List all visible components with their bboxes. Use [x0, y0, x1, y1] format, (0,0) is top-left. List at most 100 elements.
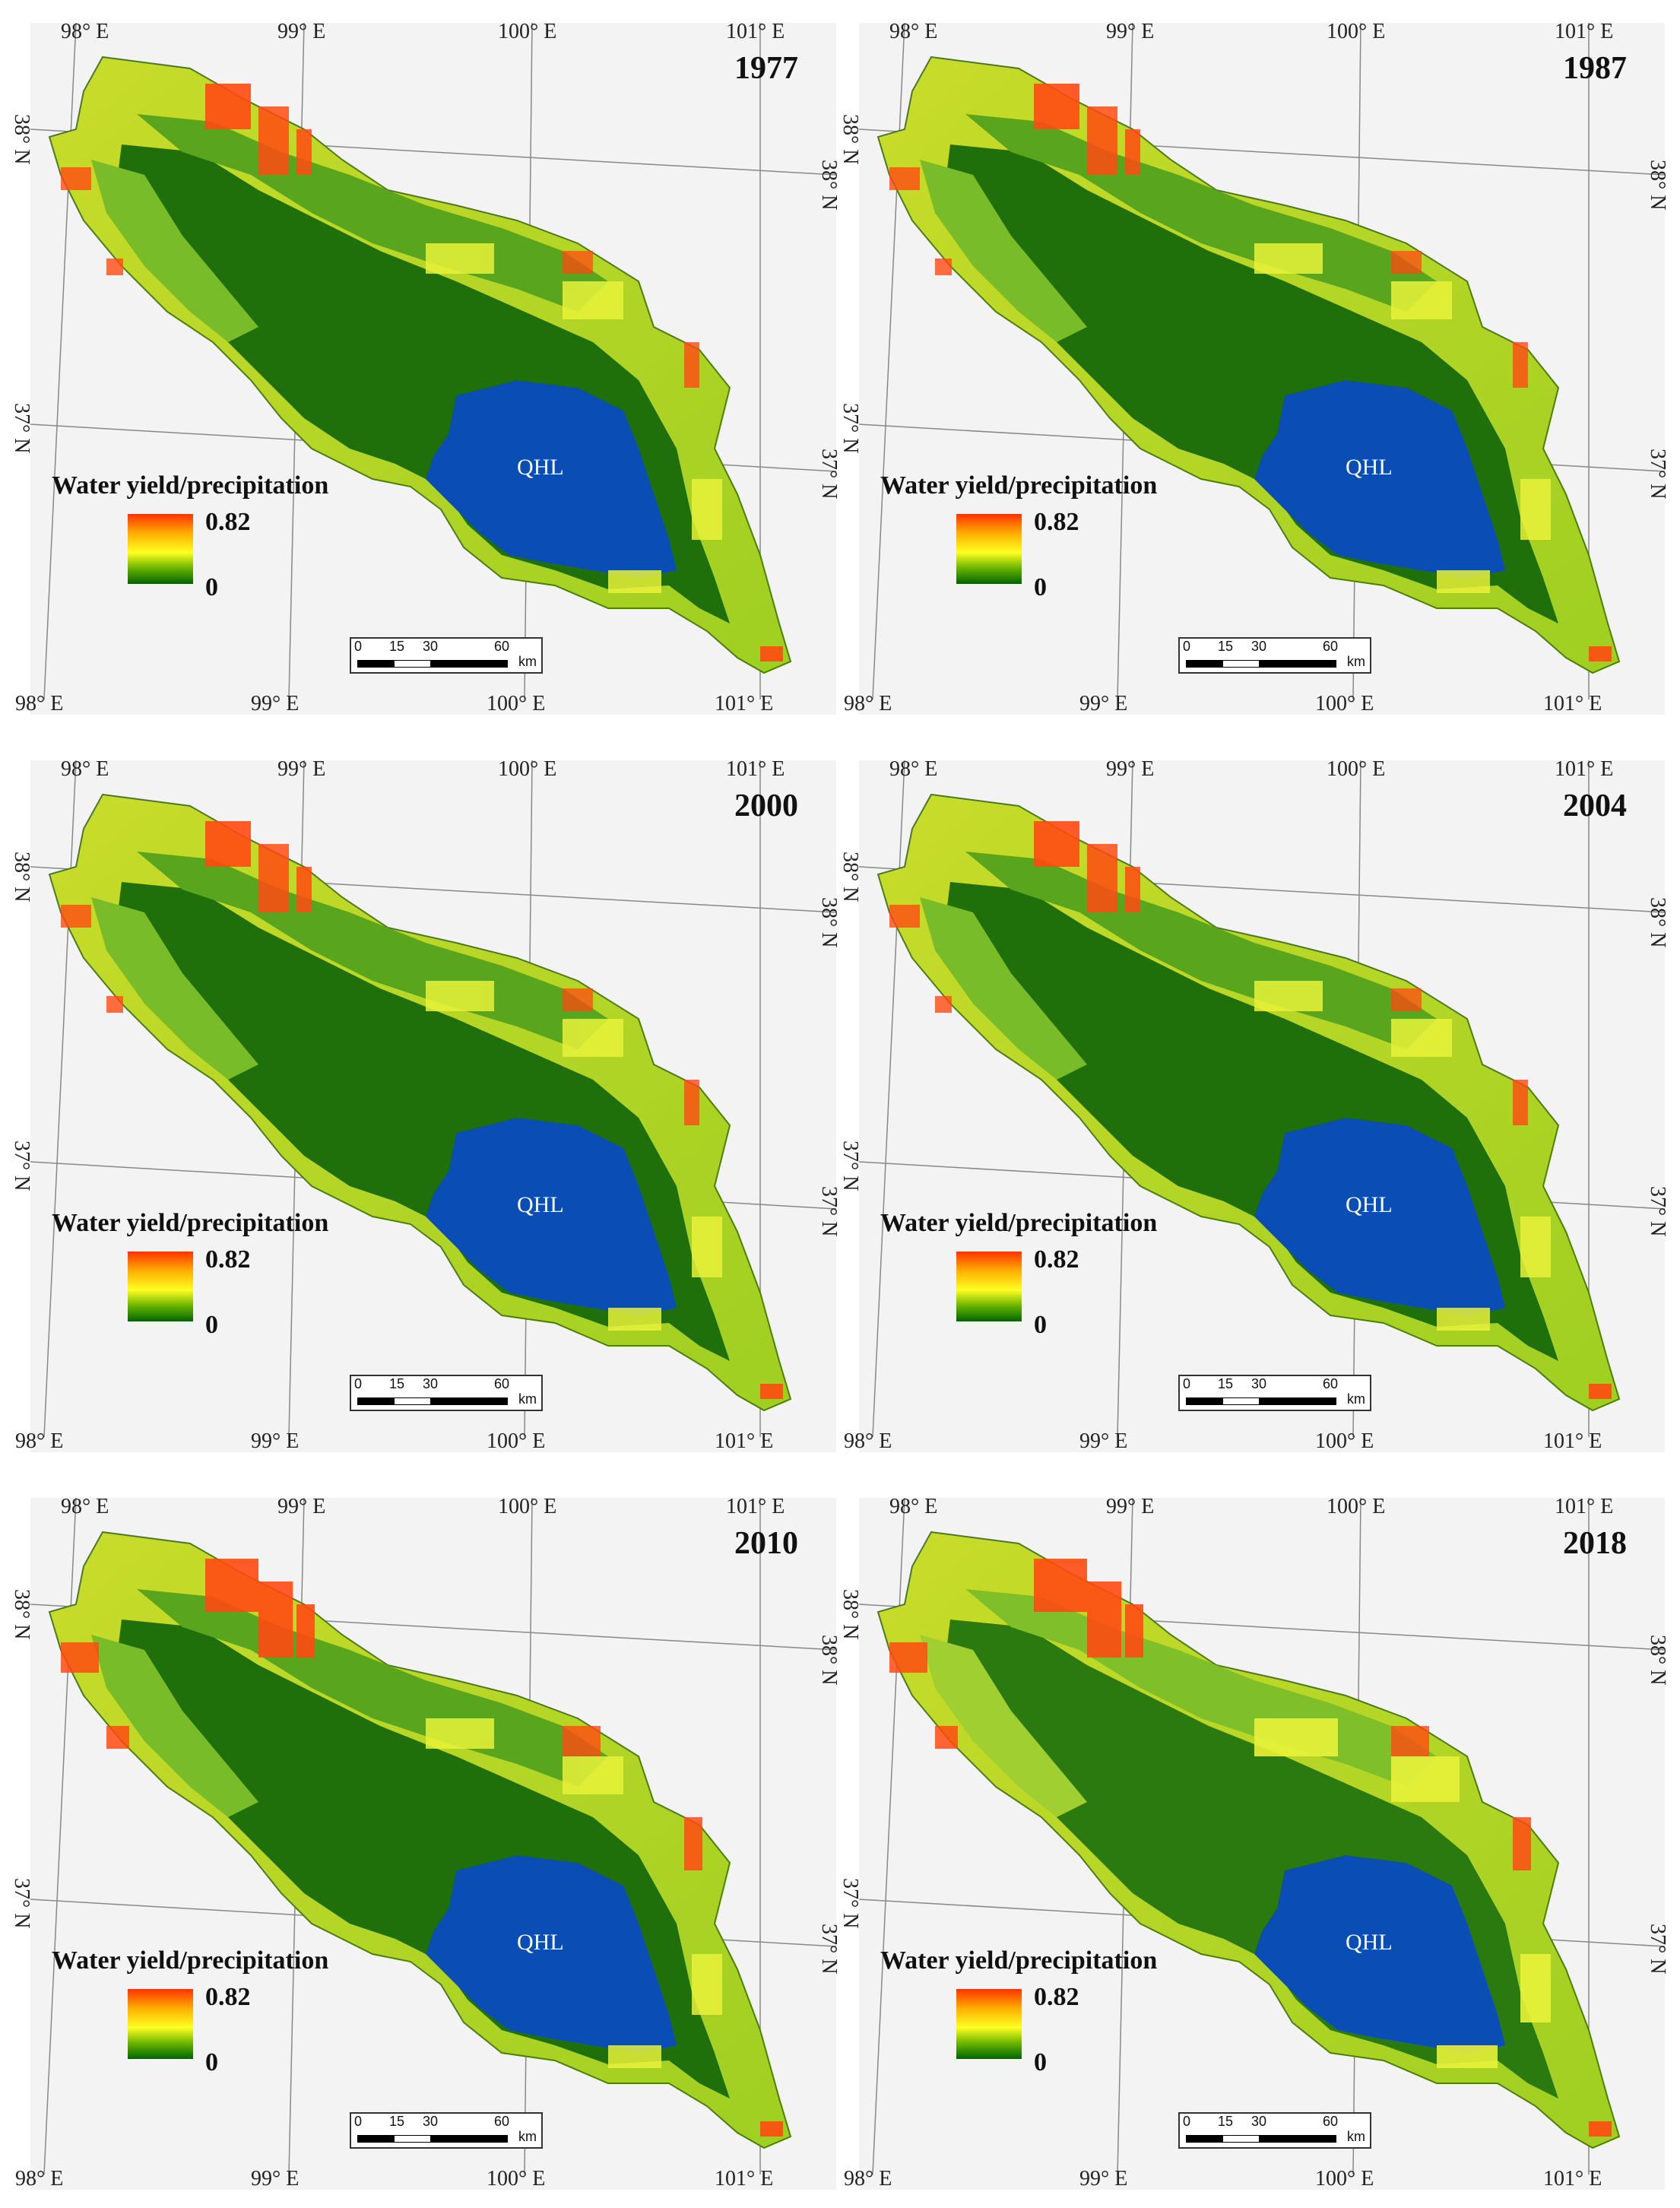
map-panel-1977: 98° E 99° E 100° E 101° E 98° E 99° E 10… — [10, 20, 841, 715]
scale-segment — [430, 2135, 508, 2143]
map-panel-2018: 98° E 99° E 100° E 101° E 98° E 99° E 10… — [838, 1495, 1669, 2191]
scale-label: 15 — [1218, 639, 1234, 654]
light-yellow-patches — [1254, 981, 1551, 1331]
scale-label: 0 — [1183, 639, 1191, 654]
legend-title: Water yield/precipitation — [52, 471, 329, 500]
scale-bar: 0 15 30 60 km — [350, 2112, 543, 2149]
scale-label: 60 — [494, 1376, 510, 1391]
lake-qinghai — [1254, 380, 1505, 578]
lon-label-top: 99° E — [1106, 757, 1155, 781]
lon-label-bottom: 98° E — [15, 692, 64, 715]
legend-max-label: 0.82 — [205, 1983, 251, 2011]
lon-label-bottom: 99° E — [1079, 1429, 1128, 1453]
lon-label-bottom: 101° E — [715, 692, 774, 715]
scale-bar: 0 15 30 60 km — [350, 637, 543, 674]
high-ratio-patches — [889, 84, 1612, 661]
light-yellow-patches — [1254, 243, 1551, 593]
legend-color-ramp — [956, 514, 1022, 584]
lat-label-right: 38° N — [1646, 1635, 1669, 1686]
scale-label: 60 — [494, 2114, 510, 2129]
scale-unit: km — [1347, 2129, 1365, 2144]
lat-label-left: 37° N — [838, 1140, 862, 1191]
legend-color-ramp — [956, 1989, 1022, 2059]
scale-segment — [1259, 1397, 1336, 1405]
year-label: 2010 — [734, 1526, 798, 1561]
scale-bar: 0 15 30 60 km — [1178, 2112, 1371, 2149]
lat-label-right: 37° N — [817, 1924, 841, 1975]
lat-label-left: 38° N — [838, 1589, 862, 1640]
lake-label: QHL — [517, 455, 564, 480]
lon-label-bottom: 99° E — [251, 692, 300, 715]
lon-label-top: 100° E — [1327, 757, 1386, 781]
lon-label-bottom: 99° E — [1079, 2167, 1128, 2191]
mid-green-zone-2 — [920, 897, 1087, 1080]
year-label: 2004 — [1563, 788, 1627, 823]
lon-label-bottom: 101° E — [1543, 1429, 1602, 1453]
scale-unit: km — [1347, 654, 1365, 669]
scale-label: 30 — [423, 1376, 439, 1391]
light-yellow-patches — [426, 981, 722, 1331]
lon-label-bottom: 101° E — [715, 2167, 774, 2191]
scale-label: 30 — [1251, 1376, 1267, 1391]
lake-qinghai — [426, 1118, 677, 1315]
scale-segment — [1222, 660, 1260, 668]
legend-max-label: 0.82 — [1034, 508, 1079, 536]
lon-label-top: 101° E — [1555, 20, 1614, 43]
lat-label-left: 37° N — [10, 403, 33, 454]
legend-title: Water yield/precipitation — [52, 1209, 329, 1237]
map-panel-1987: 98° E 99° E 100° E 101° E 98° E 99° E 10… — [838, 20, 1669, 715]
scale-label: 60 — [1323, 1376, 1339, 1391]
legend-title: Water yield/precipitation — [880, 471, 1158, 500]
scale-label: 60 — [1323, 639, 1339, 654]
lon-label-top: 100° E — [1327, 1495, 1386, 1518]
lon-label-bottom: 101° E — [715, 1429, 774, 1453]
mid-green-zone-2 — [920, 1635, 1087, 1817]
high-ratio-patches — [889, 821, 1612, 1399]
lat-label-left: 38° N — [10, 852, 33, 903]
scale-unit: km — [518, 2129, 537, 2144]
lat-label-right: 38° N — [817, 1635, 841, 1686]
map-canvas — [859, 1498, 1665, 2190]
scale-label: 60 — [494, 639, 510, 654]
lon-label-top: 99° E — [277, 20, 326, 43]
lon-label-bottom: 98° E — [15, 1429, 64, 1453]
legend-title: Water yield/precipitation — [880, 1209, 1158, 1237]
scale-segment — [430, 1397, 508, 1405]
lon-label-bottom: 98° E — [844, 2167, 892, 2191]
lon-label-bottom: 99° E — [1079, 692, 1128, 715]
lake-qinghai — [426, 380, 677, 578]
lat-label-left: 37° N — [10, 1140, 33, 1191]
lon-label-bottom: 99° E — [251, 1429, 300, 1453]
scale-segment — [357, 1397, 395, 1405]
lake-qinghai — [1254, 1855, 1505, 2053]
scale-bar: 0 15 30 60 km — [1178, 1375, 1371, 1411]
lat-label-left: 37° N — [838, 403, 862, 454]
lake-qinghai — [426, 1855, 677, 2053]
scale-label: 60 — [1323, 2114, 1339, 2129]
lat-label-right: 38° N — [1646, 160, 1669, 211]
lat-label-left: 38° N — [10, 114, 33, 165]
scale-bar: 0 15 30 60 km — [350, 1375, 543, 1411]
lake-qinghai — [1254, 1118, 1505, 1315]
map-canvas — [859, 23, 1665, 715]
lon-label-bottom: 98° E — [844, 692, 892, 715]
lon-label-top: 99° E — [1106, 20, 1155, 43]
scale-unit: km — [1347, 1391, 1365, 1407]
lon-label-top: 100° E — [498, 1495, 557, 1518]
scale-label: 0 — [354, 1376, 363, 1391]
lon-label-top: 101° E — [1555, 757, 1614, 781]
map-canvas — [30, 1498, 836, 2190]
scale-segment — [357, 660, 395, 668]
legend-title: Water yield/precipitation — [52, 1946, 329, 1975]
map-canvas — [30, 23, 836, 715]
lon-label-bottom: 100° E — [1315, 692, 1374, 715]
lon-label-top: 98° E — [889, 1495, 938, 1518]
scale-label: 15 — [389, 639, 405, 654]
lon-label-top: 98° E — [61, 1495, 109, 1518]
lon-label-top: 101° E — [726, 757, 785, 781]
lake-label: QHL — [1346, 1930, 1393, 1955]
scale-segment — [357, 2135, 395, 2143]
scale-label: 15 — [389, 1376, 405, 1391]
mid-green-zone-2 — [91, 897, 258, 1080]
scale-label: 30 — [423, 2114, 439, 2129]
